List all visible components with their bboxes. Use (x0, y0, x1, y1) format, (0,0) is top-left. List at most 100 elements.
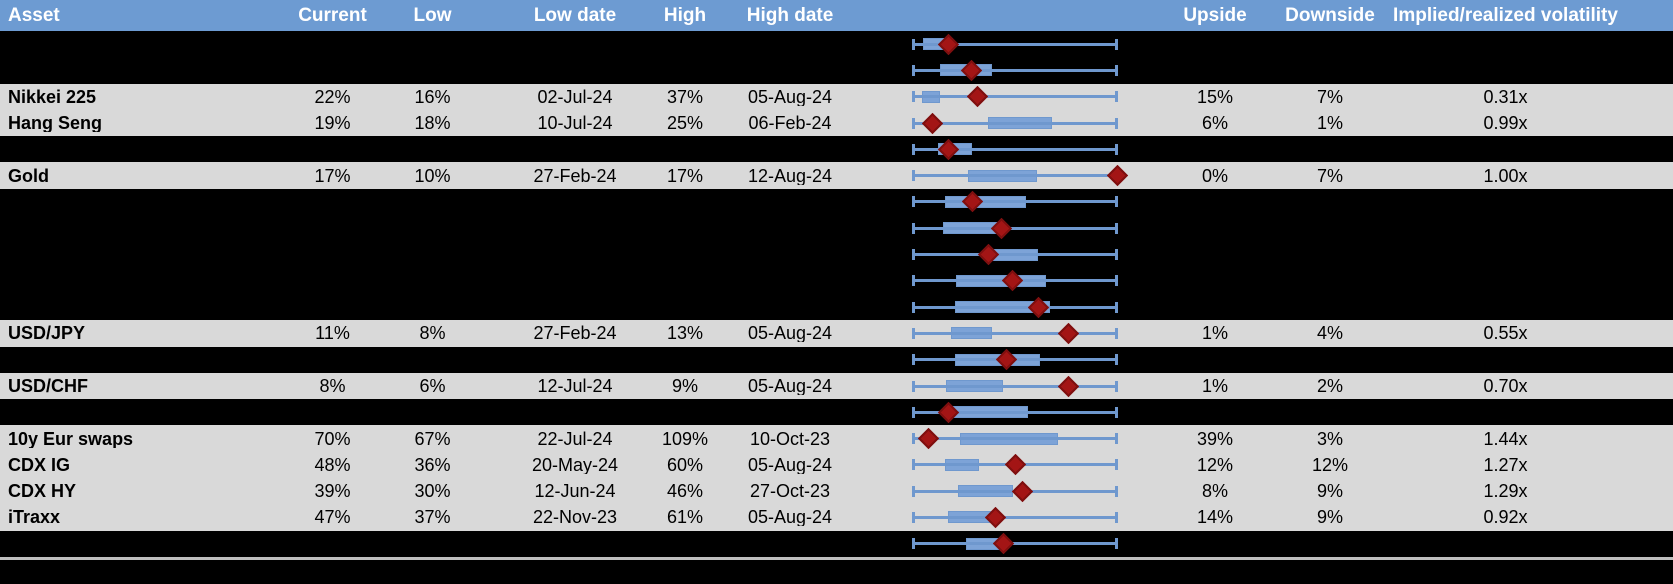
boxplot-track (912, 57, 1118, 83)
cell-col-high: 60% (666, 455, 704, 474)
whisker-line (913, 200, 1117, 204)
whisker-cap-high (1115, 143, 1118, 155)
range-boxplot (870, 162, 1160, 188)
range-boxplot (870, 425, 1160, 451)
asset-row: 10y Eur swaps 70% 67% 22-Jul-24 109% 10-Oct-2… (0, 425, 1673, 452)
cell-col-high: 61% (666, 508, 704, 527)
cell-col-high-date: 27-Oct-23 (749, 482, 831, 501)
range-boxplot (870, 531, 1160, 557)
asset-row: iTraxx 47% 37% 22-Nov-23 61% 05-Aug-24 14% 9% 0.… (0, 504, 1673, 531)
whisker-cap-high (1115, 511, 1118, 523)
redacted-row (0, 530, 1673, 557)
range-boxplot (870, 57, 1160, 83)
cell-col-low-date: 22-Nov-23 (532, 508, 618, 527)
current-level-diamond-icon (977, 243, 999, 266)
current-level-diamond-icon (993, 533, 1015, 555)
whisker-line (913, 305, 1117, 309)
boxplot-track (912, 347, 1118, 373)
whisker-cap-high (1115, 538, 1118, 550)
whisker-cap-low (912, 222, 915, 234)
whisker-line (913, 95, 1117, 99)
whisker-cap-high (1115, 275, 1118, 287)
cell-col-low: 67% (414, 429, 451, 448)
range-boxplot (870, 268, 1160, 294)
cell-col-low: 30% (414, 482, 451, 501)
asset-row: CDX IG 48% 36% 20-May-24 60% 05-Aug-24 12% 12% 1… (0, 451, 1673, 479)
whisker-cap-low (912, 143, 915, 155)
whisker-cap-low (912, 354, 915, 366)
boxplot-track (912, 241, 1118, 267)
cell-col-implied-realized-vol: 0.31x (1483, 87, 1528, 106)
redacted-row (0, 267, 1673, 294)
cell-col-low-date: 10-Jul-24 (537, 114, 613, 133)
whisker-cap-high (1115, 327, 1118, 339)
cell-col-current: 70% (314, 429, 351, 448)
current-level-diamond-icon (1057, 322, 1079, 345)
whisker-cap-high (1115, 354, 1118, 366)
whisker-line (913, 147, 1117, 151)
redacted-row (0, 215, 1673, 242)
cell-col-downside: 7% (1316, 87, 1343, 106)
cell-col-implied-realized-vol: 1.44x (1483, 429, 1528, 448)
header-col-high: High (663, 6, 707, 25)
cell-col-high: 25% (666, 114, 704, 133)
cell-col-low: 10% (414, 166, 451, 185)
header-col-current: Current (298, 6, 367, 25)
whisker-line (913, 253, 1117, 257)
redacted-row (0, 293, 1673, 321)
table-body: Nikkei 225 22% 16% 02-Jul-24 37% 05-Aug-24 15%… (0, 31, 1673, 557)
cell-col-downside: 3% (1316, 429, 1343, 448)
whisker-cap-low (912, 170, 915, 182)
current-level-diamond-icon (1004, 454, 1026, 476)
cell-col-downside: 7% (1316, 166, 1343, 185)
redacted-row (0, 31, 1673, 58)
boxplot-track (912, 215, 1118, 241)
cell-col-low: 36% (414, 455, 451, 474)
header-col-asset: Asset (8, 6, 60, 25)
range-boxplot (870, 189, 1160, 215)
range-boxplot (870, 320, 1160, 346)
current-level-diamond-icon (1012, 480, 1034, 502)
cell-col-upside: 0% (1201, 166, 1228, 185)
whisker-line (913, 121, 1117, 125)
whisker-line (913, 515, 1117, 519)
cell-col-high-date: 05-Aug-24 (747, 455, 833, 474)
whisker-line (913, 410, 1117, 414)
cell-col-asset: USD/JPY (8, 324, 86, 343)
current-level-diamond-icon (938, 401, 960, 423)
cell-col-high-date: 05-Aug-24 (747, 377, 833, 395)
redacted-row (0, 399, 1673, 426)
redacted-row (0, 241, 1673, 268)
whisker-cap-low (912, 459, 915, 471)
whisker-cap-low (912, 511, 915, 523)
whisker-cap-low (912, 485, 915, 497)
cell-col-upside: 15% (1196, 87, 1234, 106)
current-level-diamond-icon (966, 86, 988, 108)
table-header: Asset Current Low Low date High High date Upsi… (0, 0, 1673, 31)
range-boxplot (870, 110, 1160, 136)
range-boxplot (870, 136, 1160, 162)
boxplot-track (912, 452, 1118, 478)
cell-col-high-date: 05-Aug-24 (747, 87, 833, 106)
whisker-line (913, 384, 1117, 388)
cell-col-downside: 9% (1316, 482, 1343, 501)
whisker-cap-high (1115, 222, 1118, 234)
boxplot-track (912, 320, 1118, 346)
range-boxplot (870, 31, 1160, 57)
whisker-cap-high (1115, 301, 1118, 313)
cell-col-downside: 1% (1316, 114, 1343, 133)
boxplot-track (912, 136, 1118, 162)
header-col-high-date: High date (746, 6, 834, 25)
cell-col-low: 8% (419, 324, 446, 343)
cell-col-asset: Nikkei 225 (8, 87, 97, 106)
whisker-cap-low (912, 301, 915, 313)
boxplot-track (912, 162, 1128, 188)
asset-row: USD/CHF 8% 6% 12-Jul-24 9% 05-Aug-24 1% 2% 0.70x (0, 372, 1673, 400)
cell-col-implied-realized-vol: 1.27x (1483, 455, 1528, 474)
whisker-line (913, 42, 1117, 46)
current-level-diamond-icon (937, 33, 959, 55)
header-col-upside: Upside (1183, 6, 1247, 25)
boxplot-track (912, 373, 1118, 399)
whisker-cap-high (1115, 406, 1118, 418)
whisker-line (913, 174, 1117, 178)
